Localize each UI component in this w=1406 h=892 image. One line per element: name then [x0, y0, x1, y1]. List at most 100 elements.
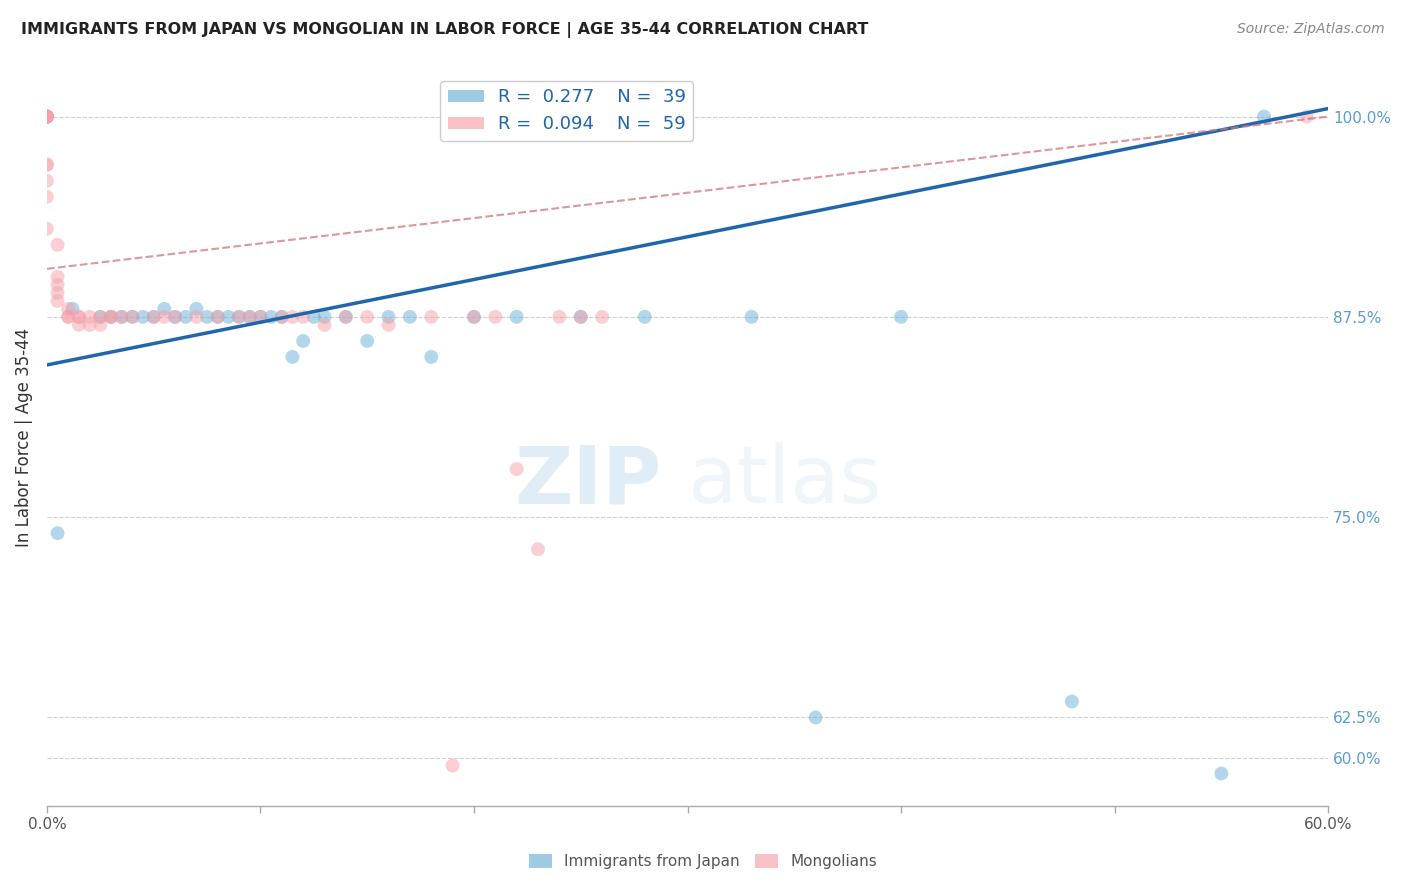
Point	[142, 310, 165, 324]
Text: atlas: atlas	[688, 442, 882, 520]
Point	[35, 110, 58, 124]
Point	[46, 237, 69, 252]
Point	[46, 277, 69, 292]
Point	[1295, 110, 1317, 124]
Point	[239, 310, 262, 324]
Text: IMMIGRANTS FROM JAPAN VS MONGOLIAN IN LABOR FORCE | AGE 35-44 CORRELATION CHART: IMMIGRANTS FROM JAPAN VS MONGOLIAN IN LA…	[21, 22, 869, 38]
Point	[67, 310, 90, 324]
Point	[548, 310, 571, 324]
Point	[67, 310, 90, 324]
Text: Source: ZipAtlas.com: Source: ZipAtlas.com	[1237, 22, 1385, 37]
Point	[35, 110, 58, 124]
Point	[100, 310, 122, 324]
Point	[35, 110, 58, 124]
Point	[46, 293, 69, 308]
Point	[890, 310, 912, 324]
Point	[217, 310, 239, 324]
Point	[35, 221, 58, 235]
Y-axis label: In Labor Force | Age 35-44: In Labor Force | Age 35-44	[15, 327, 32, 547]
Point	[281, 350, 304, 364]
Point	[163, 310, 186, 324]
Point	[399, 310, 422, 324]
Point	[463, 310, 485, 324]
Point	[634, 310, 657, 324]
Point	[292, 334, 315, 348]
Point	[35, 174, 58, 188]
Point	[314, 310, 336, 324]
Point	[35, 110, 58, 124]
Point	[46, 269, 69, 284]
Point	[484, 310, 506, 324]
Point	[335, 310, 357, 324]
Point	[67, 318, 90, 332]
Point	[100, 310, 122, 324]
Point	[79, 310, 101, 324]
Point	[153, 310, 176, 324]
Point	[1211, 766, 1233, 780]
Point	[377, 318, 399, 332]
Point	[111, 310, 134, 324]
Point	[420, 350, 443, 364]
Point	[270, 310, 292, 324]
Point	[46, 526, 69, 541]
Point	[153, 301, 176, 316]
Point	[463, 310, 485, 324]
Point	[228, 310, 250, 324]
Point	[270, 310, 292, 324]
Text: ZIP: ZIP	[515, 442, 662, 520]
Point	[35, 110, 58, 124]
Point	[377, 310, 399, 324]
Point	[207, 310, 229, 324]
Point	[35, 110, 58, 124]
Legend: R =  0.277    N =  39, R =  0.094    N =  59: R = 0.277 N = 39, R = 0.094 N = 59	[440, 81, 693, 141]
Point	[46, 285, 69, 300]
Point	[1060, 694, 1083, 708]
Point	[35, 110, 58, 124]
Point	[420, 310, 443, 324]
Point	[335, 310, 357, 324]
Point	[35, 110, 58, 124]
Point	[195, 310, 218, 324]
Point	[100, 310, 122, 324]
Point	[260, 310, 283, 324]
Point	[111, 310, 134, 324]
Point	[174, 310, 197, 324]
Point	[58, 301, 80, 316]
Point	[505, 462, 527, 476]
Point	[89, 318, 111, 332]
Point	[163, 310, 186, 324]
Point	[569, 310, 592, 324]
Point	[302, 310, 325, 324]
Point	[89, 310, 111, 324]
Point	[186, 301, 208, 316]
Point	[35, 158, 58, 172]
Point	[249, 310, 271, 324]
Point	[35, 190, 58, 204]
Point	[527, 542, 550, 557]
Point	[281, 310, 304, 324]
Point	[239, 310, 262, 324]
Point	[591, 310, 613, 324]
Point	[441, 758, 464, 772]
Point	[186, 310, 208, 324]
Point	[292, 310, 315, 324]
Point	[89, 310, 111, 324]
Point	[207, 310, 229, 324]
Legend: Immigrants from Japan, Mongolians: Immigrants from Japan, Mongolians	[523, 848, 883, 875]
Point	[58, 310, 80, 324]
Point	[58, 310, 80, 324]
Point	[132, 310, 155, 324]
Point	[356, 310, 378, 324]
Point	[569, 310, 592, 324]
Point	[356, 334, 378, 348]
Point	[35, 110, 58, 124]
Point	[121, 310, 143, 324]
Point	[35, 110, 58, 124]
Point	[228, 310, 250, 324]
Point	[121, 310, 143, 324]
Point	[505, 310, 527, 324]
Point	[1253, 110, 1275, 124]
Point	[804, 710, 827, 724]
Point	[62, 301, 84, 316]
Point	[35, 158, 58, 172]
